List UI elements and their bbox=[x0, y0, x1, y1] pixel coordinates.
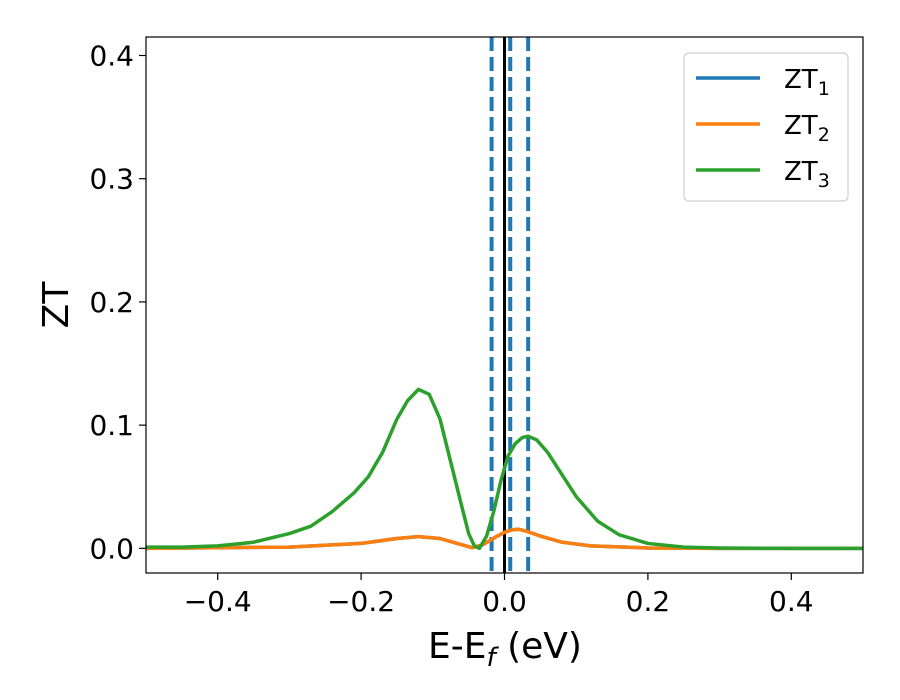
x-tick-label: −0.4 bbox=[184, 585, 252, 618]
y-tick-label: 0.1 bbox=[89, 409, 134, 442]
curves bbox=[146, 37, 863, 573]
plot-area bbox=[145, 36, 864, 574]
x-tick-label: −0.2 bbox=[327, 585, 395, 618]
tick-layer: −0.4 −0.2 0.0 0.2 0.4 0.0 0.1 0.2 0.3 0.4 bbox=[89, 39, 813, 618]
x-axis-label: E-Ef (eV) bbox=[428, 626, 582, 673]
legend: ZT1 ZT2 ZT3 bbox=[683, 52, 849, 202]
y-axis-label: ZT bbox=[36, 281, 77, 329]
x-tick-label: 0.4 bbox=[769, 585, 814, 618]
y-tick-label: 0.3 bbox=[89, 163, 134, 196]
series-line-zt3 bbox=[146, 387, 863, 551]
y-tick-label: 0.4 bbox=[89, 39, 134, 72]
y-tick-label: 0.0 bbox=[89, 532, 134, 565]
series-line-zt2 bbox=[146, 527, 863, 551]
legend-label-zt3: ZT3 bbox=[784, 157, 830, 192]
legend-label-zt2: ZT2 bbox=[784, 111, 830, 146]
x-tick-label: 0.0 bbox=[482, 585, 527, 618]
x-tick-label: 0.2 bbox=[626, 585, 671, 618]
legend-label-zt1: ZT1 bbox=[784, 65, 830, 100]
legend-box bbox=[683, 52, 849, 202]
y-tick-label: 0.2 bbox=[89, 286, 134, 319]
